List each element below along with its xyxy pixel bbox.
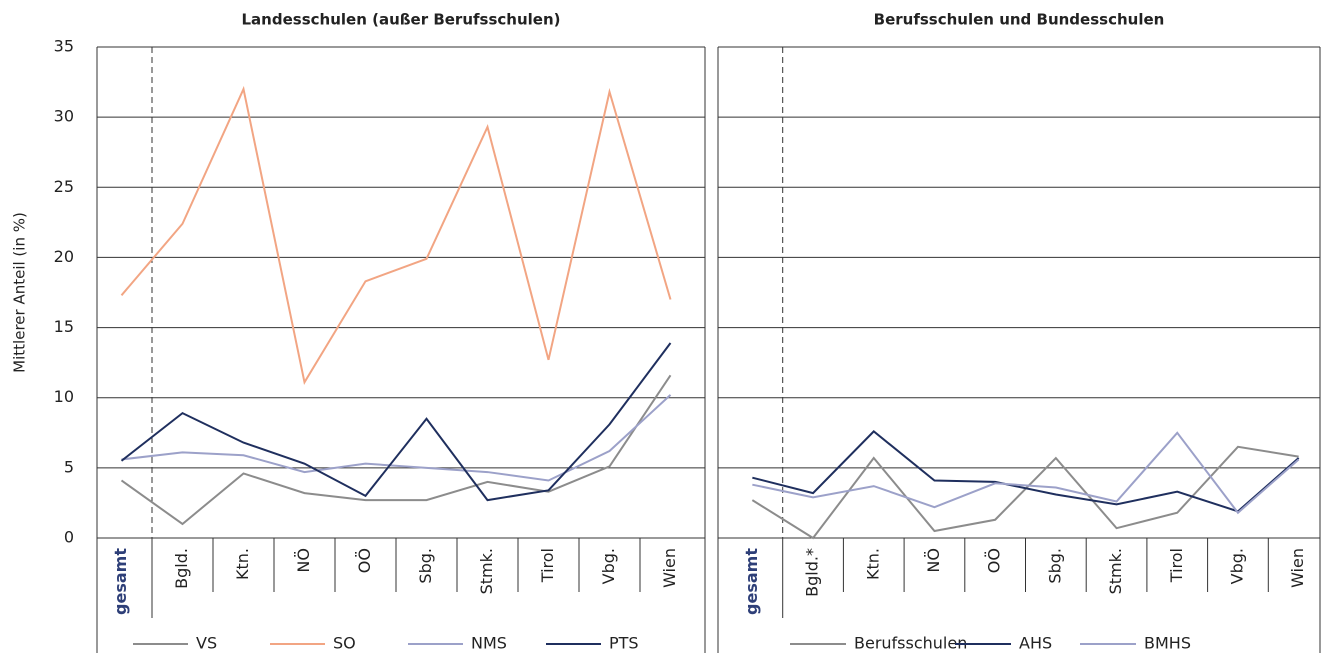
x-tick-label: Stmk. xyxy=(1106,548,1125,594)
x-tick-label: Ktn. xyxy=(863,548,882,580)
panel-title: Berufsschulen und Bundesschulen xyxy=(874,11,1165,29)
x-tick-label: NÖ xyxy=(294,548,313,573)
y-axis-label: Mittlerer Anteil (in %) xyxy=(11,212,29,373)
x-tick-label: Tirol xyxy=(538,548,557,583)
legend-label: SO xyxy=(333,634,356,653)
legend-label: BMHS xyxy=(1144,634,1191,653)
y-tick-label: 35 xyxy=(54,37,74,56)
x-tick-label: NÖ xyxy=(924,548,943,573)
x-tick-label: Bgld. xyxy=(172,548,191,589)
series-line xyxy=(752,430,1300,513)
series-line xyxy=(120,374,672,526)
y-tick-label: 5 xyxy=(64,457,74,476)
x-tick-label: gesamt xyxy=(742,548,761,615)
y-tick-label: 0 xyxy=(64,528,74,547)
panel-title: Landesschulen (außer Berufsschulen) xyxy=(242,11,561,29)
x-tick-label: OÖ xyxy=(985,548,1004,573)
legend-label: PTS xyxy=(609,634,639,653)
series-line xyxy=(121,394,672,482)
legend-label: NMS xyxy=(471,634,507,653)
y-tick-label: 15 xyxy=(54,317,74,336)
legend-label: AHS xyxy=(1019,634,1052,653)
series-line xyxy=(120,85,672,385)
x-tick-label: Vbg. xyxy=(599,548,618,584)
x-tick-label: gesamt xyxy=(111,548,130,615)
x-tick-label: Vbg. xyxy=(1227,548,1246,584)
x-tick-label: Stmk. xyxy=(477,548,496,594)
legend-label: VS xyxy=(196,634,217,653)
x-tick-label: Bgld.* xyxy=(803,548,822,597)
x-tick-label: Sbg. xyxy=(1045,548,1064,584)
y-tick-label: 20 xyxy=(54,247,74,266)
y-tick-label: 25 xyxy=(54,177,74,196)
x-tick-label: Tirol xyxy=(1167,548,1186,583)
series-line xyxy=(752,431,1300,515)
x-tick-label: Wien xyxy=(1288,548,1307,588)
y-tick-label: 10 xyxy=(54,387,74,406)
series-line xyxy=(120,342,672,502)
y-tick-label: 30 xyxy=(54,107,74,126)
x-tick-label: OÖ xyxy=(355,548,374,573)
x-tick-label: Sbg. xyxy=(416,548,435,584)
x-tick-label: Wien xyxy=(660,548,679,588)
x-tick-label: Ktn. xyxy=(233,548,252,580)
legend-label: Berufsschulen xyxy=(854,634,967,653)
